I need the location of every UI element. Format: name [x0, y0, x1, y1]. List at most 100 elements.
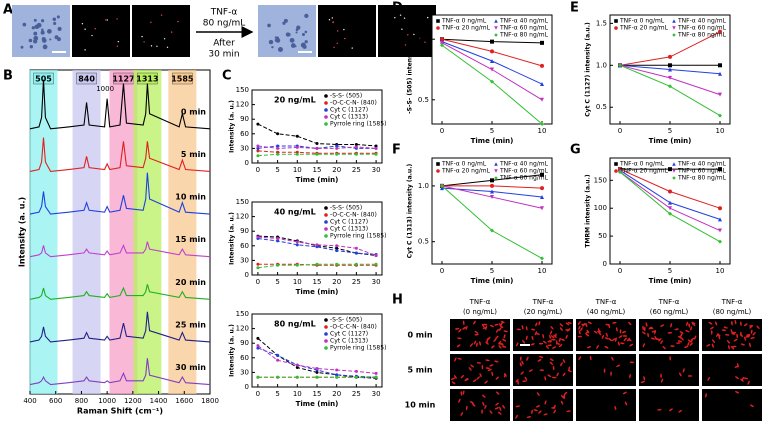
speck [166, 46, 169, 48]
cell [645, 322, 648, 327]
row-label: 5 min [407, 366, 432, 375]
cell [690, 326, 693, 331]
cell [735, 376, 739, 380]
speck [40, 19, 45, 23]
legend-marker [324, 332, 328, 336]
legend-label: -S-S- (505) [330, 317, 362, 324]
cell [577, 321, 581, 325]
cell [556, 342, 561, 345]
y-tick-label: 50 [598, 232, 607, 240]
legend-marker [436, 162, 440, 166]
cell [486, 338, 489, 343]
legend-marker [324, 339, 328, 343]
marker [490, 59, 494, 64]
cell [578, 356, 582, 361]
column-header: (40 ng/mL) [587, 308, 626, 316]
speck [268, 39, 274, 45]
cell [530, 328, 536, 331]
marker [276, 263, 280, 267]
y-tick-label: 150 [236, 198, 249, 206]
cell [660, 378, 664, 383]
marker [335, 144, 339, 148]
marker [295, 363, 299, 367]
cell [538, 342, 544, 345]
y-tick-label: 0 [245, 271, 249, 279]
speck [304, 40, 308, 44]
legend-label: TNF-α 40 ng/mL [499, 18, 549, 25]
speck [277, 47, 283, 52]
micrograph [576, 389, 636, 421]
legend-marker [614, 162, 618, 166]
y-tick-label: 0 [245, 159, 249, 167]
cell [651, 330, 656, 333]
legend-marker [672, 162, 676, 166]
cell [458, 328, 462, 333]
speck [42, 44, 48, 50]
cell [460, 391, 463, 396]
cell [628, 321, 632, 326]
y-tick-label: 90 [240, 115, 249, 123]
cell [526, 356, 529, 361]
legend-marker [436, 26, 440, 30]
cell [687, 339, 692, 343]
x-tick-label: 20 [332, 166, 341, 174]
cell [611, 356, 614, 361]
band-label: 1127 [112, 75, 134, 84]
column-header: TNF-α [532, 298, 554, 306]
marker [256, 146, 260, 150]
cell [568, 366, 571, 371]
cell [567, 321, 572, 325]
cell [691, 322, 696, 327]
cell [465, 325, 468, 330]
panel-label: G [570, 143, 581, 158]
speck [40, 30, 45, 35]
legend-label: TNF-α 20 ng/mL [619, 25, 669, 32]
x-tick-label: 10 [716, 127, 725, 135]
cell [689, 342, 693, 346]
legend-marker [494, 176, 498, 180]
cell [494, 360, 499, 363]
cell [621, 331, 627, 334]
marker [718, 206, 722, 211]
cell [495, 335, 499, 340]
legend-marker [672, 26, 676, 30]
speck [331, 17, 334, 19]
cell [552, 346, 557, 349]
speck [304, 13, 309, 19]
y-tick-label: 60 [240, 242, 249, 250]
speck [49, 38, 52, 41]
cell [472, 403, 476, 407]
spectrum [29, 79, 211, 130]
legend-marker [324, 318, 328, 322]
spectrum [29, 358, 211, 386]
cell [611, 338, 616, 342]
legend-label: Pyrrole ring (1585) [330, 233, 386, 240]
marker [335, 244, 339, 248]
marker [374, 254, 378, 258]
cell [610, 371, 612, 376]
y-tick-label: 0 [245, 383, 249, 391]
cell [710, 330, 713, 335]
cell [462, 326, 467, 330]
marker [668, 200, 672, 205]
cell [544, 376, 547, 381]
cell [667, 332, 673, 334]
marker [256, 262, 260, 266]
y-axis-label: Intensity (a. u.) [229, 212, 236, 265]
x-tick-label: 5 [668, 127, 672, 135]
speck [304, 30, 308, 34]
cell [658, 338, 662, 342]
marker [718, 63, 722, 68]
legend-label: TNF-α 0 ng/mL [619, 18, 665, 25]
cell [499, 324, 504, 328]
cell [473, 320, 476, 325]
cell [615, 327, 618, 332]
cell [458, 398, 461, 403]
cell [604, 345, 609, 349]
cell [526, 416, 532, 418]
cell [678, 409, 683, 413]
column-header: TNF-α [469, 298, 491, 306]
panel-label: H [392, 293, 403, 308]
x-tick-label: 15 [313, 166, 322, 174]
cell [725, 334, 730, 336]
